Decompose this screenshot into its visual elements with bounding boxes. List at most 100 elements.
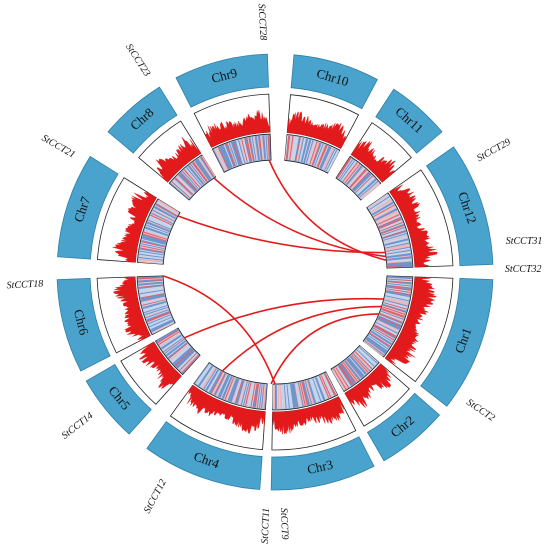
heatmap-cell (224, 377, 235, 400)
heatmap-cell (141, 297, 166, 304)
heatmap-cell (368, 195, 390, 210)
heatmap-cell (305, 140, 314, 164)
heatmap-cell (138, 277, 163, 280)
heatmap-cell (357, 348, 377, 366)
heatmap-cell (353, 352, 371, 371)
heatmap-cell (145, 309, 169, 319)
heatmap-cell (216, 374, 228, 397)
heatmap-cell (139, 286, 164, 292)
heatmap-cell (140, 245, 165, 251)
heatmap-cell (232, 141, 242, 165)
heatmap-cell (145, 226, 169, 236)
density-signal (286, 111, 346, 149)
heatmap-cell (280, 384, 283, 409)
heatmap-cell (145, 308, 169, 318)
heatmap-cell (197, 364, 212, 386)
heatmap-cell (331, 369, 345, 391)
heatmap-cell (360, 182, 380, 200)
heatmap-cell (195, 159, 211, 181)
heatmap-cell (242, 381, 250, 406)
heatmap-cell (138, 279, 163, 283)
heatmap-cell (209, 371, 223, 394)
heatmap-cell (194, 363, 210, 384)
heatmap-cell (187, 165, 204, 185)
chromosome-label: Chr3 (306, 457, 335, 477)
chromosome-box (366, 392, 441, 462)
heatmap-cell (178, 352, 197, 371)
heatmap-cell (246, 137, 253, 162)
heatmap-cell (264, 135, 268, 160)
heatmap-cell (185, 167, 202, 187)
heatmap-cell (222, 144, 233, 168)
heatmap-cell (335, 367, 350, 388)
heatmap-cell (312, 378, 322, 402)
heatmap-cell (336, 366, 351, 387)
heatmap-cell (345, 359, 362, 380)
heatmap-cell (138, 283, 163, 287)
heatmap-cell (359, 346, 379, 363)
heatmap-cell (387, 259, 412, 263)
heatmap-cell (371, 329, 393, 344)
heatmap-cell (321, 374, 333, 397)
heatmap-cell (299, 138, 307, 162)
heatmap-cell (349, 356, 367, 375)
heatmap-cell (158, 331, 180, 345)
heatmap-cell (313, 143, 323, 167)
heatmap-cell (279, 384, 282, 409)
heatmap-cell (222, 376, 233, 399)
heatmap-cell (216, 147, 228, 170)
heatmap-cell (351, 171, 369, 190)
heatmap-cell (180, 172, 198, 191)
density-signal (350, 140, 397, 183)
heatmap-cell (240, 381, 248, 405)
heatmap-cell (141, 239, 166, 247)
heatmap-cell (295, 382, 302, 407)
heatmap-cell (234, 140, 243, 164)
heatmap-cell (243, 138, 250, 163)
heatmap-cell (303, 381, 311, 405)
heatmap-cell (311, 142, 321, 166)
heatmap-cell (241, 381, 249, 406)
heatmap-cell (386, 287, 411, 292)
heatmap-cell (235, 380, 244, 404)
heatmap-cell (171, 346, 191, 364)
heatmap-cell (223, 144, 234, 168)
heatmap-cell (386, 291, 410, 298)
heatmap-cell (140, 247, 164, 253)
heatmap-cell (387, 263, 412, 267)
heatmap-cell (371, 200, 393, 215)
heatmap-cell (163, 337, 184, 353)
heatmap-cell (178, 173, 197, 192)
heatmap-cell (141, 238, 166, 246)
heatmap-cell (174, 348, 193, 366)
heatmap-cell (288, 135, 293, 160)
heatmap-cell (145, 225, 169, 235)
heatmap-cell (167, 342, 188, 359)
heatmap-cell (318, 145, 329, 169)
heatmap-cell (240, 139, 248, 163)
heatmap-cell (383, 303, 407, 312)
heatmap-cell (284, 384, 288, 409)
heatmap-cell (140, 294, 165, 301)
heatmap-cell (350, 355, 368, 374)
heatmap-cell (387, 283, 412, 287)
heatmap-cell (386, 248, 411, 254)
heatmap-cell (281, 384, 285, 409)
heatmap-cell (378, 317, 401, 329)
heatmap-cell (170, 182, 190, 199)
heatmap-cell (346, 166, 363, 186)
heatmap-cell (348, 357, 365, 377)
heatmap-cell (156, 329, 179, 343)
heatmap-cell (224, 144, 235, 167)
heatmap-cell (176, 175, 195, 194)
density-signal (138, 341, 182, 389)
heatmap-cell (356, 177, 375, 195)
heatmap-cell (309, 141, 318, 165)
heatmap-cell (172, 179, 192, 197)
heatmap-cell (347, 358, 364, 378)
heatmap-cell (218, 374, 230, 398)
heatmap-cell (141, 242, 165, 249)
heatmap-cell (189, 164, 206, 184)
heatmap-cell (257, 135, 262, 160)
heatmap-cell (236, 380, 245, 404)
